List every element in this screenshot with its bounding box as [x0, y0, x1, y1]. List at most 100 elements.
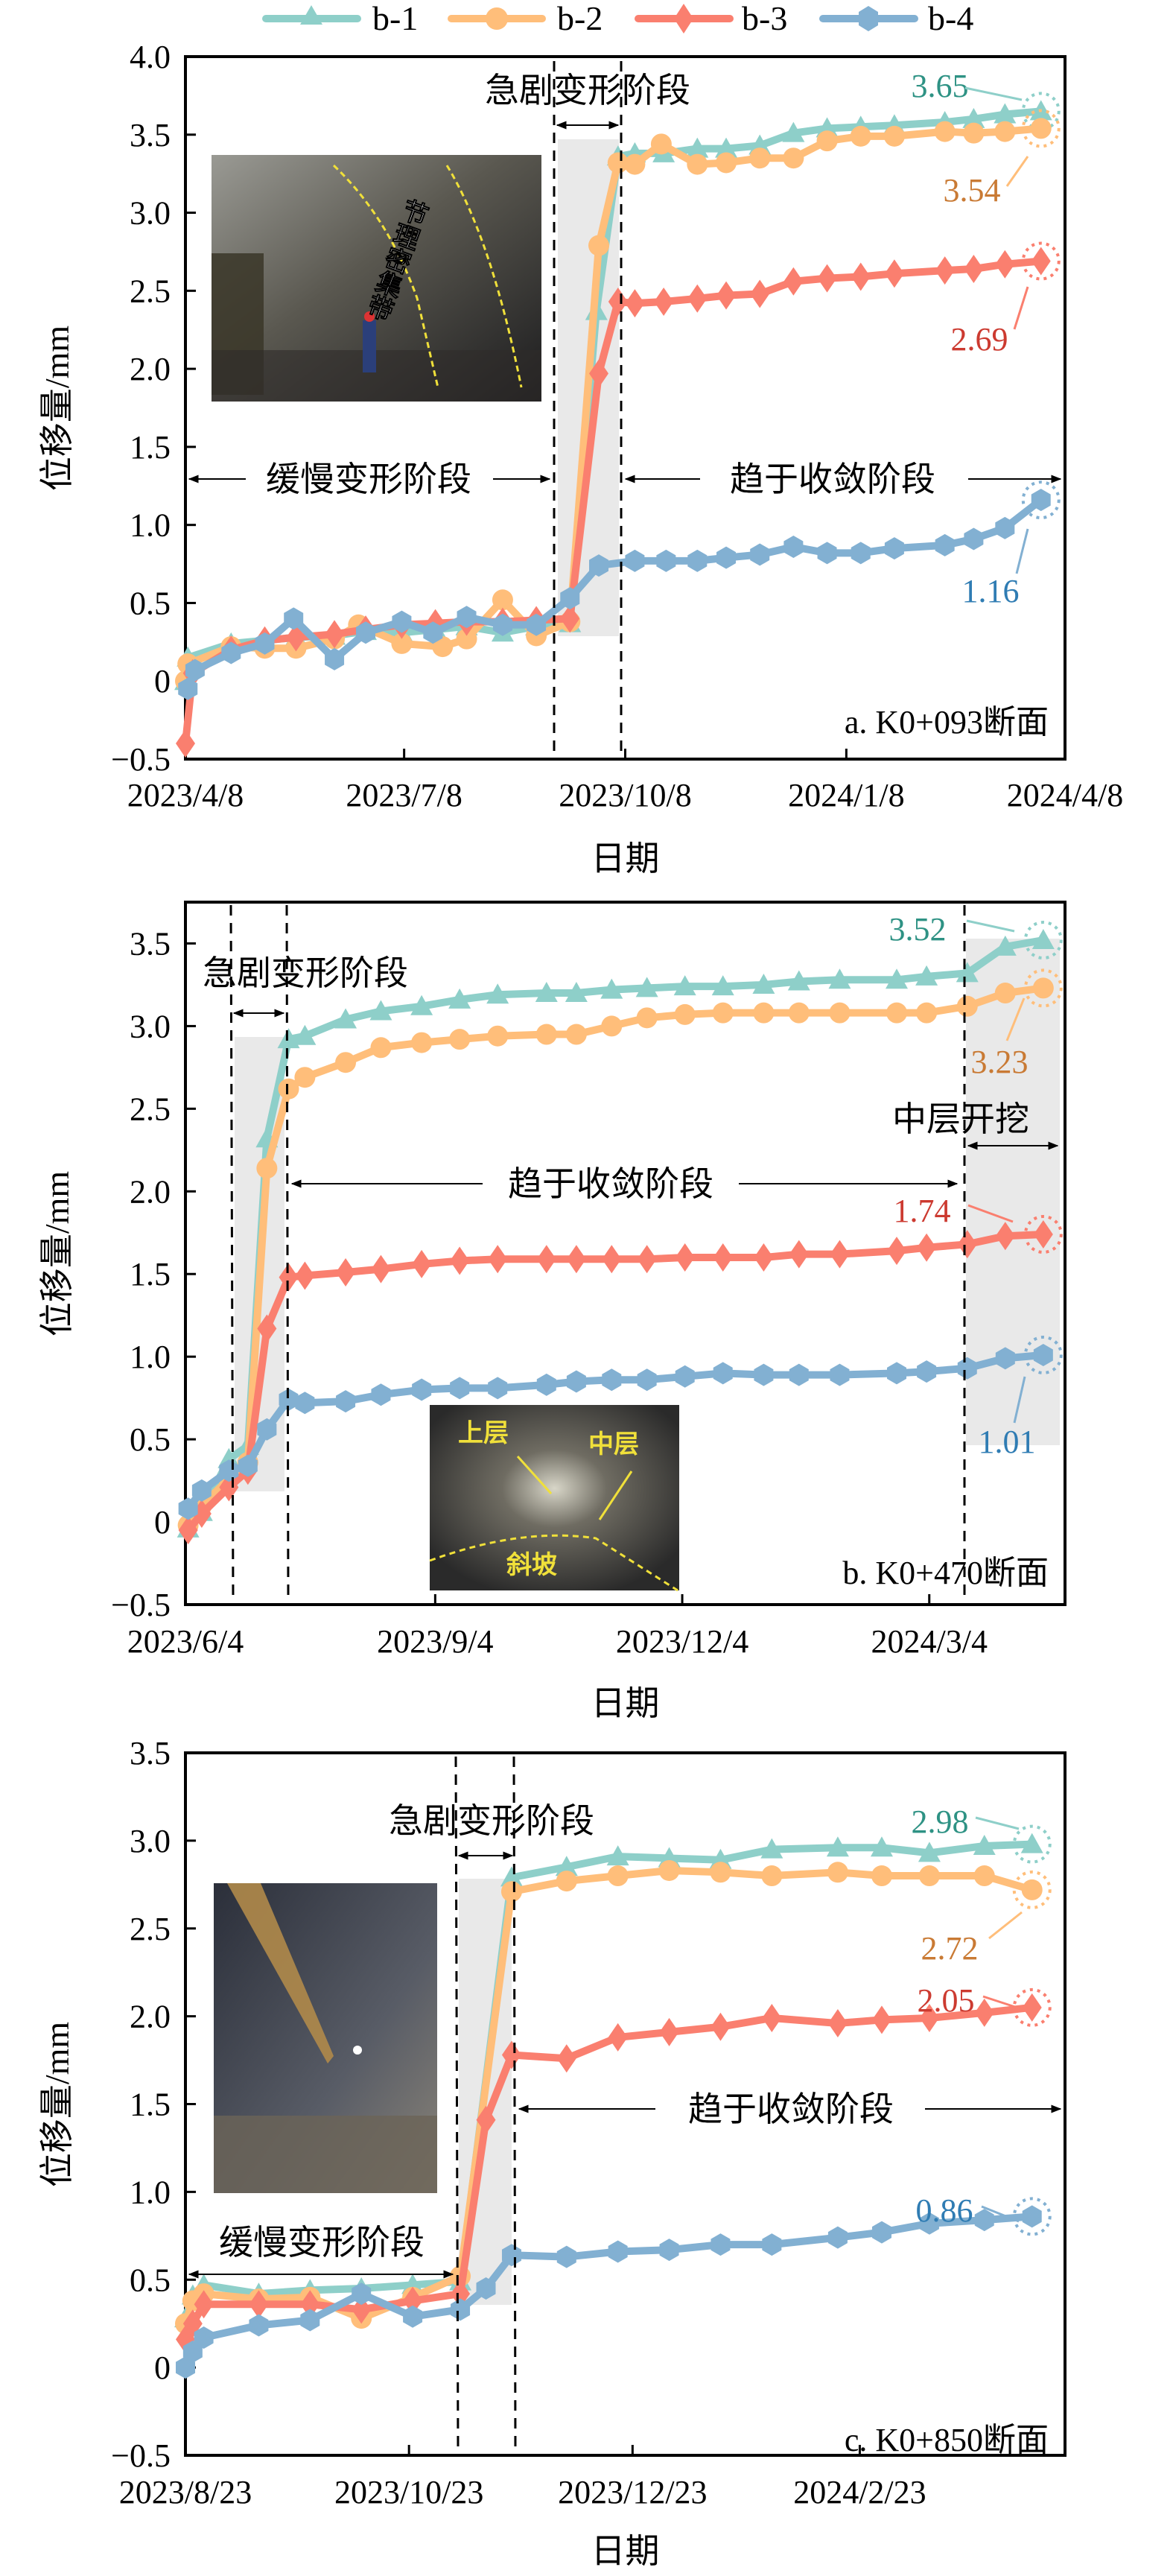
- data-point-b-4: [182, 2340, 203, 2363]
- data-point-b-4: [352, 2282, 372, 2306]
- end-point-highlight: [1012, 1870, 1052, 1909]
- y-axis-title: 位移量/mm: [38, 1171, 76, 1337]
- data-point-b-3: [935, 256, 955, 285]
- stage-annotations: 急剧变形阶段 缓慢变形阶段 趋于收敛阶段 c. K0+850断面: [188, 1756, 1062, 2458]
- data-point-b-2: [411, 1032, 433, 1053]
- data-point-b-2: [500, 1881, 522, 1903]
- end-point-highlight: [1012, 1987, 1052, 2027]
- y-tick-label: 0: [154, 1504, 171, 1541]
- data-point-b-1: [715, 137, 738, 158]
- data-point-b-2: [278, 1078, 299, 1100]
- data-point-b-4: [974, 2209, 994, 2232]
- x-tick-label: 2024/1/8: [788, 777, 904, 813]
- data-point-b-4: [249, 2314, 269, 2337]
- x-tick-label: 2023/12/4: [616, 1623, 748, 1660]
- x-tick-label: 2023/10/23: [334, 2474, 483, 2510]
- data-point-b-3: [566, 1245, 586, 1274]
- y-tick-label: 0: [154, 663, 171, 699]
- series-line-b-1: [184, 936, 1047, 1532]
- data-point-b-1: [448, 988, 471, 1009]
- data-point-b-3: [536, 1245, 556, 1274]
- data-point-b-3: [176, 729, 195, 758]
- data-point-b-1: [555, 1856, 578, 1877]
- x-tick-label: 2024/2/23: [793, 2474, 926, 2510]
- data-point-b-4: [450, 1377, 470, 1400]
- end-label-b-2: 3.54: [944, 172, 1001, 209]
- end-label-arrow: [1005, 156, 1029, 187]
- data-point-b-3: [608, 288, 628, 317]
- data-point-b-4: [817, 542, 837, 565]
- data-point-b-4: [336, 1390, 356, 1413]
- photo-label-slope: 斜坡: [506, 1551, 557, 1579]
- plot-frame: [184, 901, 1066, 1606]
- data-point-b-3: [1022, 1993, 1042, 2022]
- stage-label-middle-excavation: 中层开挖: [892, 1100, 1029, 1138]
- slope-boundary: [429, 1534, 678, 1592]
- data-point-b-2: [816, 130, 838, 152]
- data-point-b-2: [827, 1862, 848, 1883]
- end-value-labels: 2.98 2.72 2.05 0.86: [912, 1803, 1023, 2229]
- data-point-b-4: [713, 1362, 733, 1385]
- data-point-b-2: [973, 1865, 995, 1887]
- data-point-b-1: [870, 1836, 893, 1857]
- data-point-b-3: [352, 2295, 372, 2324]
- data-point-b-2: [674, 1003, 696, 1025]
- x-axis-title: 日期: [591, 840, 660, 878]
- data-point-b-2: [335, 1052, 357, 1073]
- end-point-highlight: [1021, 92, 1061, 131]
- data-point-b-4: [851, 542, 871, 565]
- data-point-b-2: [492, 589, 513, 611]
- data-point-b-2: [1030, 118, 1052, 139]
- y-tick-label: −0.5: [111, 1587, 171, 1623]
- end-value-labels: 3.52 3.23 1.74 1.01: [889, 911, 1036, 1460]
- y-tick-label: 3.5: [130, 1735, 171, 1771]
- tunnel-photo: [430, 1405, 679, 1590]
- data-point-b-4: [566, 1370, 586, 1393]
- series-b-4: [178, 480, 1061, 700]
- panel-label: c. K0+850断面: [845, 2422, 1049, 2458]
- data-point-b-2: [370, 1037, 392, 1059]
- end-label-arrow: [988, 1911, 1023, 1940]
- data-point-b-2: [556, 1871, 577, 1892]
- data-point-b-2: [432, 636, 454, 658]
- data-point-b-2: [624, 153, 646, 175]
- end-label-arrow: [967, 1204, 1014, 1223]
- data-point-b-2: [601, 1015, 623, 1037]
- y-tick-label: 0: [154, 2350, 171, 2386]
- data-point-b-4: [560, 587, 580, 610]
- data-point-b-1: [606, 1845, 629, 1866]
- data-point-b-3: [827, 2009, 848, 2038]
- data-point-b-3: [871, 2005, 891, 2034]
- data-point-b-2: [565, 1024, 587, 1045]
- data-point-b-3: [711, 2012, 731, 2041]
- data-point-b-1: [410, 994, 433, 1015]
- data-point-b-4: [917, 1360, 937, 1383]
- data-point-b-3: [501, 2040, 521, 2069]
- series-layer: [177, 921, 1063, 1545]
- x-tick-label: 2023/8/23: [119, 2474, 252, 2510]
- data-point-b-4: [625, 549, 645, 572]
- photo-label-upper: 上层: [458, 1419, 509, 1447]
- legend: b-1 b-2 b-3 b-4: [262, 0, 973, 37]
- end-point-highlight: [1023, 968, 1063, 1008]
- data-point-b-3: [995, 250, 1015, 279]
- stage-annotations: 急剧变形阶段 缓慢变形阶段 趋于收敛阶段 a. K0+093断面: [188, 61, 1062, 758]
- end-label-arrow: [982, 1995, 1023, 2011]
- stage-label-slow: 缓慢变形阶段: [266, 460, 471, 498]
- y-tick-label: 1.0: [130, 1339, 171, 1375]
- y-tick-label: 2.5: [130, 1911, 171, 1947]
- data-point-b-4: [762, 2233, 782, 2256]
- y-tick-label: 2.0: [130, 1173, 171, 1210]
- stage-boundary-line: [229, 904, 235, 1602]
- data-point-b-3: [560, 604, 580, 633]
- data-point-b-4: [830, 1363, 850, 1386]
- data-point-b-4: [919, 2212, 939, 2235]
- data-point-b-3: [957, 1230, 977, 1259]
- stage-boundary-line: [285, 904, 290, 1602]
- data-point-b-3: [194, 2290, 214, 2319]
- data-point-b-3: [917, 1233, 937, 1262]
- data-point-b-3: [325, 620, 345, 649]
- data-point-b-4: [754, 1363, 774, 1386]
- data-point-b-2: [449, 1029, 471, 1050]
